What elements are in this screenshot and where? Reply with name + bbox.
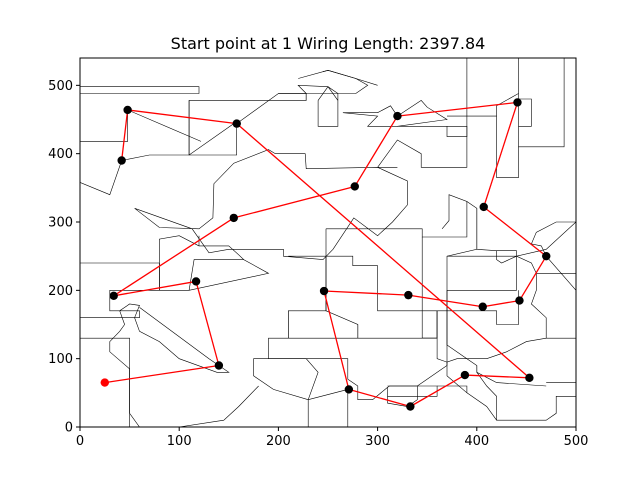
region-outline bbox=[253, 358, 319, 400]
wire-node bbox=[393, 111, 402, 121]
y-tick-label: 200 bbox=[48, 284, 73, 299]
wire-node bbox=[515, 296, 524, 305]
wire-segment bbox=[121, 109, 129, 161]
chart-title: Start point at 1 Wiring Length: 2397.84 bbox=[171, 34, 486, 53]
region-outline bbox=[466, 58, 565, 148]
wire-node bbox=[513, 98, 522, 107]
wire-node bbox=[229, 213, 238, 223]
region-outline bbox=[325, 228, 438, 339]
wire-segment bbox=[482, 299, 520, 308]
wire-node bbox=[350, 182, 359, 191]
wire-segment bbox=[408, 294, 483, 308]
wire-segment bbox=[518, 255, 547, 301]
region-outlines bbox=[80, 58, 576, 427]
region-outline bbox=[496, 116, 519, 178]
y-tick-label: 100 bbox=[48, 352, 73, 367]
wire-segment bbox=[236, 123, 530, 379]
y-tick-label: 400 bbox=[48, 147, 73, 162]
region-outline bbox=[446, 290, 519, 325]
region-outline bbox=[188, 259, 244, 291]
plot-area bbox=[80, 58, 576, 427]
wire-segment bbox=[348, 388, 411, 408]
wire-node bbox=[479, 202, 488, 212]
wire-node bbox=[191, 277, 201, 286]
wire-segment bbox=[397, 101, 518, 117]
wire-node bbox=[232, 119, 241, 128]
wire-segment bbox=[127, 109, 237, 125]
wire-node bbox=[117, 156, 126, 165]
wire-node bbox=[406, 402, 415, 411]
y-axis: 0 100 200 300 400 500 bbox=[48, 79, 80, 436]
wire-segment bbox=[233, 185, 355, 219]
x-tick-label: 200 bbox=[266, 434, 291, 449]
wiring-nodes bbox=[100, 98, 551, 411]
region-outline bbox=[377, 126, 468, 168]
wire-segment bbox=[354, 115, 398, 187]
wire-segment bbox=[324, 290, 409, 296]
y-tick-label: 500 bbox=[48, 79, 73, 94]
wire-node bbox=[319, 286, 329, 296]
wire-segment bbox=[195, 281, 220, 366]
x-tick-label: 500 bbox=[564, 434, 589, 449]
x-tick-label: 0 bbox=[76, 434, 84, 449]
x-axis: 0 100 200 300 400 500 bbox=[76, 427, 589, 449]
region-outline bbox=[134, 149, 408, 260]
wire-node bbox=[478, 302, 487, 311]
region-outline bbox=[436, 338, 448, 363]
x-tick-label: 100 bbox=[167, 434, 192, 449]
region-outline bbox=[139, 385, 259, 427]
region-outline bbox=[447, 255, 517, 291]
wire-node bbox=[109, 291, 118, 300]
wire-segment bbox=[464, 374, 530, 379]
wire-node bbox=[460, 370, 470, 380]
wire-segment bbox=[483, 206, 547, 257]
wire-node bbox=[344, 385, 354, 394]
wire-node bbox=[404, 290, 413, 300]
region-outline bbox=[278, 84, 339, 101]
region-outline bbox=[80, 109, 202, 142]
plot-frame bbox=[79, 57, 577, 428]
y-tick-label: 0 bbox=[65, 421, 73, 436]
region-outline bbox=[80, 86, 200, 94]
region-outline bbox=[80, 337, 130, 427]
region-outline bbox=[307, 389, 349, 427]
wire-segment bbox=[410, 374, 466, 408]
wire-segment bbox=[323, 290, 350, 390]
x-tick-label: 300 bbox=[365, 434, 390, 449]
region-outline bbox=[305, 93, 339, 127]
wire-segment bbox=[104, 364, 219, 384]
y-tick-label: 300 bbox=[48, 216, 73, 231]
region-outline bbox=[446, 358, 497, 421]
start-point-marker bbox=[100, 378, 110, 387]
wire-segment bbox=[113, 280, 197, 297]
region-outline bbox=[342, 100, 448, 127]
wiring-path bbox=[104, 101, 547, 408]
region-outline bbox=[457, 337, 547, 360]
region-outline bbox=[188, 100, 237, 156]
x-tick-label: 400 bbox=[464, 434, 489, 449]
wire-node bbox=[214, 361, 224, 370]
wire-node bbox=[123, 105, 132, 115]
wire-segment bbox=[483, 102, 519, 208]
region-outline bbox=[159, 235, 270, 291]
wire-node bbox=[542, 251, 551, 261]
region-outline bbox=[496, 250, 517, 264]
wire-node bbox=[525, 373, 534, 382]
region-outline bbox=[80, 93, 307, 196]
region-outline bbox=[322, 69, 378, 86]
wire-segment bbox=[113, 217, 235, 297]
region-outline bbox=[326, 194, 468, 238]
region-outline bbox=[516, 98, 532, 127]
